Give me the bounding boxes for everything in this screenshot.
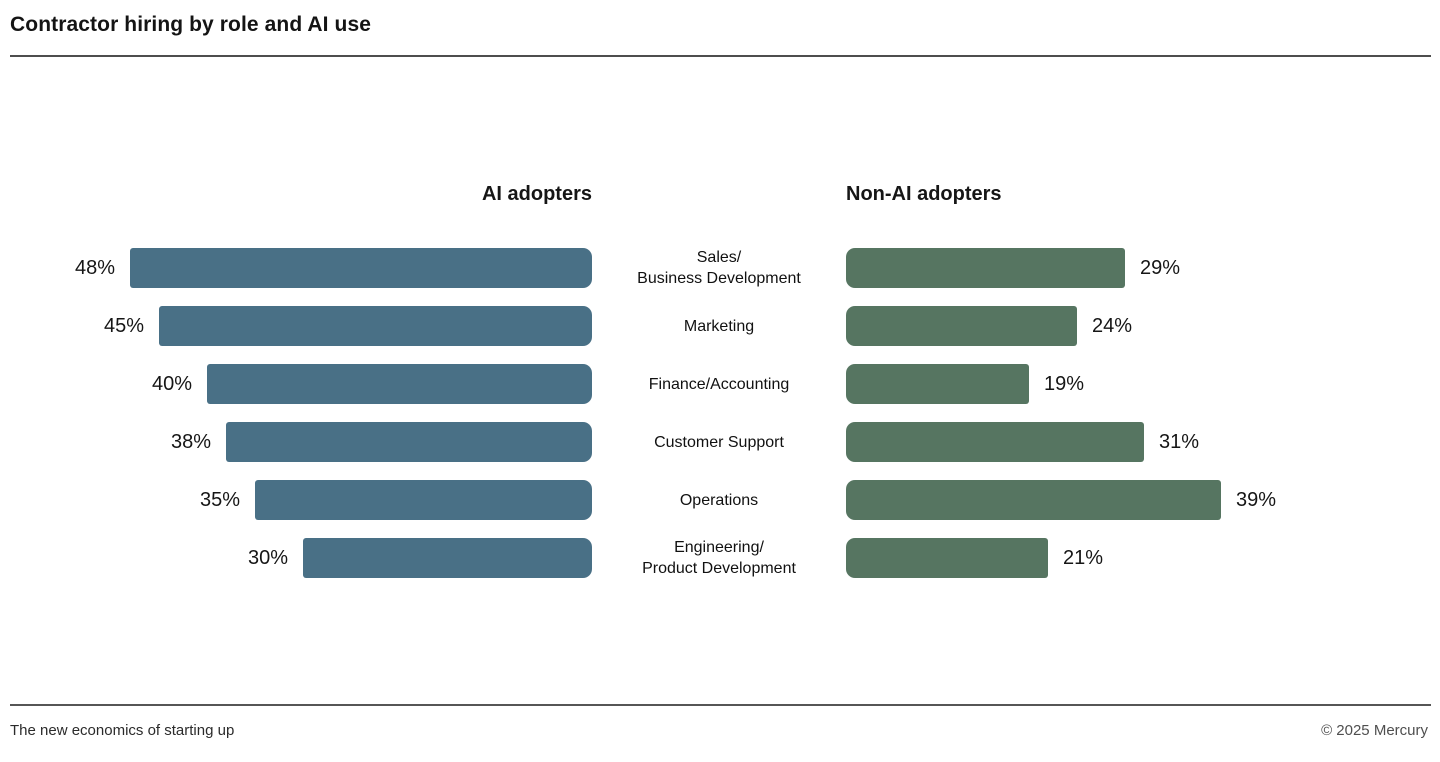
right-series-header: Non-AI adopters [846, 183, 1002, 205]
chart-row: 35% Operations 39% [0, 480, 1440, 520]
category-label: Sales/ Business Development [637, 249, 801, 287]
left-bar-cell: 35% [0, 480, 592, 520]
right-bar-value-label: 19% [1044, 372, 1085, 395]
right-bar-value-label: 21% [1063, 546, 1104, 569]
footer-copyright: © 2025 Mercury [1321, 722, 1428, 739]
chart-row: 38% Customer Support 31% [0, 422, 1440, 462]
title-divider [10, 55, 1431, 57]
left-bar [207, 364, 592, 404]
category-cell: Customer Support [592, 422, 846, 462]
page-title: Contractor hiring by role and AI use [10, 13, 372, 36]
category-label: Engineering/ Product Development [642, 539, 796, 577]
left-bar [226, 422, 592, 462]
chart-row: 45% Marketing 24% [0, 306, 1440, 346]
right-bar [846, 538, 1048, 578]
left-bar-value-label: 30% [247, 546, 288, 569]
right-bar [846, 306, 1077, 346]
chart-row: 48% Sales/ Business Development 29% [0, 248, 1440, 288]
right-bar-cell: 21% [846, 538, 1440, 578]
left-bar [303, 538, 592, 578]
category-label: Operations [679, 491, 759, 509]
left-bar-cell: 38% [0, 422, 592, 462]
right-bar [846, 422, 1144, 462]
left-bar-value-label: 35% [199, 488, 240, 511]
footer-divider [10, 704, 1431, 706]
category-cell: Sales/ Business Development [592, 248, 846, 288]
chart-row: 40% Finance/Accounting 19% [0, 364, 1440, 404]
category-cell: Finance/Accounting [592, 364, 846, 404]
left-bar-cell: 45% [0, 306, 592, 346]
right-bar-value-label: 24% [1092, 314, 1133, 337]
chart-row: 30% Engineering/ Product Development 21% [0, 538, 1440, 578]
left-bar-value-label: 48% [74, 256, 115, 279]
category-cell: Engineering/ Product Development [592, 538, 846, 578]
category-cell: Operations [592, 480, 846, 520]
left-series-header: AI adopters [481, 183, 592, 205]
chart-rows: 48% Sales/ Business Development 29% 45% … [0, 248, 1440, 596]
left-bar [159, 306, 592, 346]
left-bar [130, 248, 592, 288]
category-label: Customer Support [654, 433, 784, 451]
left-bar [255, 480, 592, 520]
right-bar [846, 248, 1125, 288]
right-bar-cell: 24% [846, 306, 1440, 346]
right-bar-cell: 29% [846, 248, 1440, 288]
right-bar-value-label: 29% [1140, 256, 1181, 279]
footer-caption: The new economics of starting up [10, 722, 235, 739]
right-bar-value-label: 31% [1159, 430, 1200, 453]
left-bar-value-label: 40% [151, 372, 192, 395]
right-bar-value-label: 39% [1236, 488, 1277, 511]
left-bar-cell: 40% [0, 364, 592, 404]
right-bar-cell: 19% [846, 364, 1440, 404]
right-bar-cell: 31% [846, 422, 1440, 462]
left-bar-value-label: 38% [170, 430, 211, 453]
left-bar-cell: 48% [0, 248, 592, 288]
left-bar-value-label: 45% [103, 314, 144, 337]
right-bar [846, 480, 1221, 520]
right-bar [846, 364, 1029, 404]
category-cell: Marketing [592, 306, 846, 346]
category-label: Finance/Accounting [648, 375, 790, 393]
category-label: Marketing [683, 317, 755, 335]
left-bar-cell: 30% [0, 538, 592, 578]
right-bar-cell: 39% [846, 480, 1440, 520]
